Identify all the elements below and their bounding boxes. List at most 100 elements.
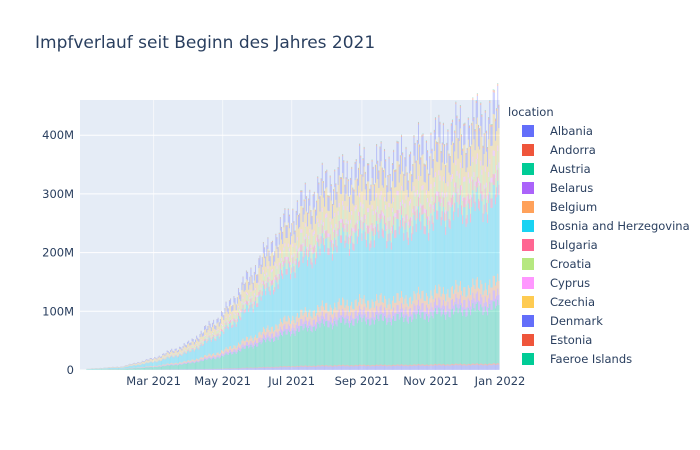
bar-segment[interactable] bbox=[108, 368, 110, 370]
legend-item[interactable]: Czechia bbox=[508, 292, 690, 311]
bar-segment[interactable] bbox=[487, 146, 489, 148]
bar-segment[interactable] bbox=[466, 214, 468, 224]
bar-segment[interactable] bbox=[343, 364, 345, 366]
bar-segment[interactable] bbox=[159, 360, 161, 362]
bar-segment[interactable] bbox=[334, 169, 336, 170]
bar-segment[interactable] bbox=[199, 357, 201, 360]
bar-segment[interactable] bbox=[190, 348, 192, 351]
bar-segment[interactable] bbox=[162, 357, 164, 359]
bar-segment[interactable] bbox=[420, 298, 422, 310]
bar-segment[interactable] bbox=[474, 289, 476, 302]
bar-segment[interactable] bbox=[496, 131, 498, 166]
bar-segment[interactable] bbox=[316, 313, 318, 322]
bar-segment[interactable] bbox=[447, 129, 449, 132]
bar-segment[interactable] bbox=[327, 210, 329, 234]
bar-segment[interactable] bbox=[373, 307, 375, 318]
bar-segment[interactable] bbox=[371, 160, 373, 162]
bar-segment[interactable] bbox=[352, 188, 354, 190]
bar-segment[interactable] bbox=[180, 363, 182, 365]
bar-segment[interactable] bbox=[356, 224, 358, 237]
bar-segment[interactable] bbox=[437, 219, 439, 294]
bar-segment[interactable] bbox=[297, 261, 299, 268]
bar-segment[interactable] bbox=[284, 366, 286, 367]
bar-segment[interactable] bbox=[427, 225, 429, 297]
bar-segment[interactable] bbox=[292, 257, 294, 264]
bar-segment[interactable] bbox=[453, 145, 455, 163]
bar-segment[interactable] bbox=[463, 363, 465, 366]
bar-segment[interactable] bbox=[254, 334, 256, 341]
bar-segment[interactable] bbox=[237, 368, 239, 370]
bar-segment[interactable] bbox=[476, 158, 478, 177]
bar-segment[interactable] bbox=[183, 369, 185, 370]
bar-segment[interactable] bbox=[284, 208, 286, 210]
bar-segment[interactable] bbox=[482, 365, 484, 370]
bar-segment[interactable] bbox=[311, 326, 313, 333]
bar-segment[interactable] bbox=[231, 327, 233, 349]
bar-segment[interactable] bbox=[481, 201, 483, 285]
bar-segment[interactable] bbox=[317, 193, 319, 219]
bar-segment[interactable] bbox=[286, 334, 288, 367]
bar-segment[interactable] bbox=[439, 309, 441, 364]
bar-segment[interactable] bbox=[348, 249, 350, 256]
bar-segment[interactable] bbox=[406, 366, 408, 370]
bar-segment[interactable] bbox=[209, 356, 211, 359]
bar-segment[interactable] bbox=[472, 190, 474, 279]
bar-segment[interactable] bbox=[215, 329, 217, 336]
bar-segment[interactable] bbox=[304, 182, 306, 185]
bar-segment[interactable] bbox=[416, 209, 418, 219]
bar-segment[interactable] bbox=[281, 275, 283, 322]
bar-segment[interactable] bbox=[438, 170, 440, 176]
bar-segment[interactable] bbox=[359, 197, 361, 212]
bar-segment[interactable] bbox=[197, 340, 199, 345]
bar-segment[interactable] bbox=[427, 216, 429, 226]
bar-segment[interactable] bbox=[471, 365, 473, 370]
bar-segment[interactable] bbox=[416, 194, 418, 210]
bar-segment[interactable] bbox=[158, 359, 160, 361]
bars[interactable] bbox=[86, 83, 500, 370]
bar-segment[interactable] bbox=[252, 290, 254, 302]
bar-segment[interactable] bbox=[416, 365, 418, 370]
bar-segment[interactable] bbox=[370, 365, 372, 367]
bar-segment[interactable] bbox=[441, 305, 443, 315]
bar-segment[interactable] bbox=[382, 302, 384, 314]
bar-segment[interactable] bbox=[293, 366, 295, 368]
bar-segment[interactable] bbox=[461, 134, 463, 137]
bar-segment[interactable] bbox=[384, 307, 386, 316]
bar-segment[interactable] bbox=[209, 354, 211, 357]
bar-segment[interactable] bbox=[348, 365, 350, 367]
bar-segment[interactable] bbox=[498, 294, 500, 306]
bar-segment[interactable] bbox=[421, 364, 423, 366]
bar-segment[interactable] bbox=[447, 186, 449, 202]
bar-segment[interactable] bbox=[451, 178, 453, 196]
bar-segment[interactable] bbox=[192, 362, 194, 370]
bar-segment[interactable] bbox=[184, 350, 186, 353]
bar-segment[interactable] bbox=[485, 289, 487, 303]
bar-segment[interactable] bbox=[363, 149, 365, 167]
bar-segment[interactable] bbox=[271, 268, 273, 272]
bar-segment[interactable] bbox=[228, 300, 230, 301]
bar-segment[interactable] bbox=[437, 144, 439, 163]
bar-segment[interactable] bbox=[394, 171, 396, 188]
bar-segment[interactable] bbox=[413, 364, 415, 366]
bar-segment[interactable] bbox=[295, 224, 297, 246]
bar-segment[interactable] bbox=[491, 207, 493, 288]
bar-segment[interactable] bbox=[260, 287, 262, 290]
bar-segment[interactable] bbox=[481, 114, 483, 117]
bar-segment[interactable] bbox=[337, 184, 339, 212]
bar-segment[interactable] bbox=[164, 354, 166, 356]
bar-segment[interactable] bbox=[394, 313, 396, 322]
bar-segment[interactable] bbox=[420, 317, 422, 365]
bar-segment[interactable] bbox=[266, 282, 268, 288]
bar-segment[interactable] bbox=[423, 364, 425, 366]
bar-segment[interactable] bbox=[338, 203, 340, 208]
bar-segment[interactable] bbox=[285, 366, 287, 368]
bar-segment[interactable] bbox=[222, 329, 224, 332]
bar-segment[interactable] bbox=[356, 220, 358, 225]
bar-segment[interactable] bbox=[484, 282, 486, 297]
bar-segment[interactable] bbox=[182, 351, 184, 354]
bar-segment[interactable] bbox=[456, 116, 458, 119]
bar-segment[interactable] bbox=[372, 166, 374, 168]
bar-segment[interactable] bbox=[221, 368, 223, 370]
bar-segment[interactable] bbox=[454, 212, 456, 290]
bar-segment[interactable] bbox=[419, 164, 421, 194]
